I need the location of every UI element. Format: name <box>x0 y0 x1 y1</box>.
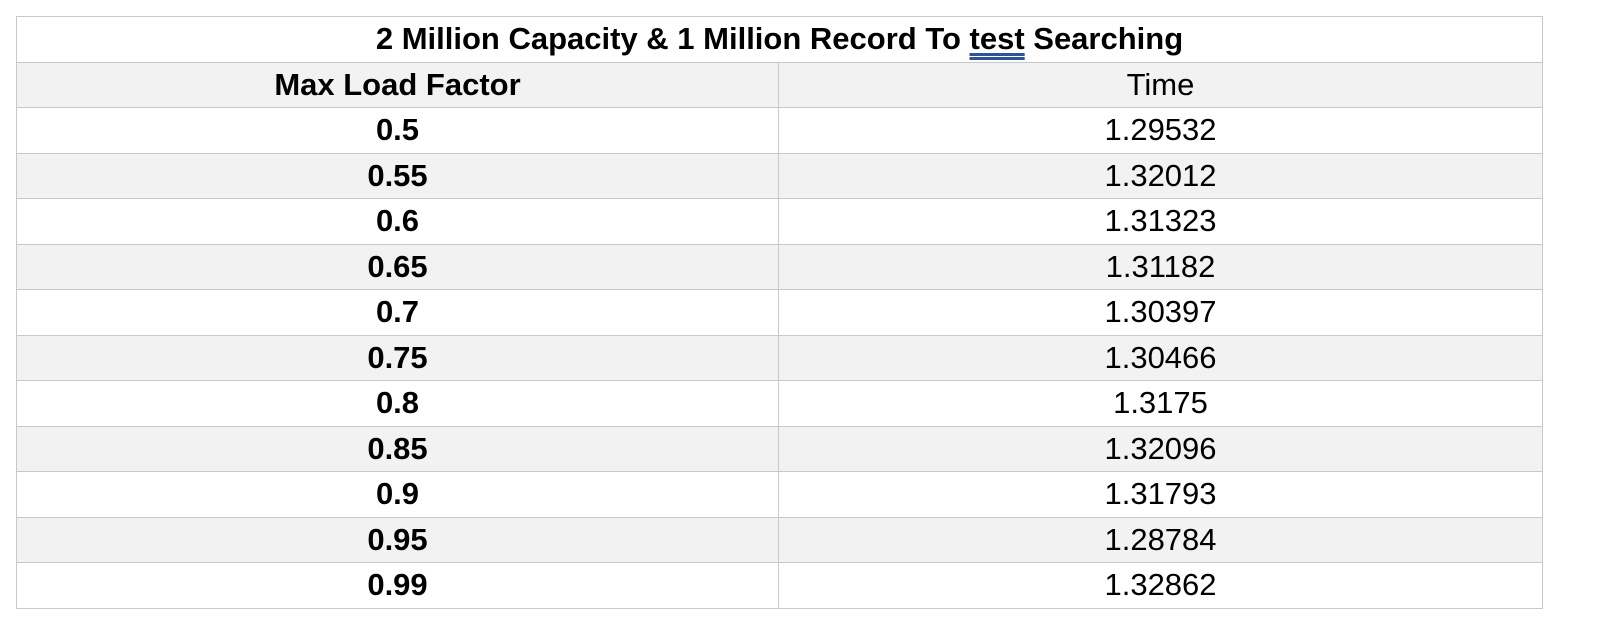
title-part-3: Searching <box>1024 21 1184 57</box>
table-row: 0.85 1.32096 <box>16 425 1543 472</box>
table-row: 0.9 1.31793 <box>16 471 1543 518</box>
table-row: 0.8 1.3175 <box>16 380 1543 427</box>
cell-max-load-factor: 0.75 <box>16 334 779 381</box>
cell-max-load-factor: 0.95 <box>16 516 779 563</box>
cell-time: 1.31323 <box>778 198 1543 245</box>
cell-max-load-factor: 0.55 <box>16 152 779 199</box>
cell-time: 1.29532 <box>778 107 1543 154</box>
table-row: 0.55 1.32012 <box>16 152 1543 199</box>
cell-time: 1.28784 <box>778 516 1543 563</box>
table-row: 0.75 1.30466 <box>16 334 1543 381</box>
cell-max-load-factor: 0.8 <box>16 380 779 427</box>
results-table-container: 2 Million Capacity & 1 Million Record To… <box>16 16 1543 609</box>
cell-max-load-factor: 0.65 <box>16 243 779 290</box>
table-title: 2 Million Capacity & 1 Million Record To… <box>16 16 1543 63</box>
cell-time: 1.3175 <box>778 380 1543 427</box>
column-header-max-load-factor: Max Load Factor <box>16 61 779 108</box>
table-row: 0.95 1.28784 <box>16 516 1543 563</box>
cell-time: 1.32862 <box>778 562 1543 609</box>
table-row: 0.7 1.30397 <box>16 289 1543 336</box>
table-row: 0.5 1.29532 <box>16 107 1543 154</box>
cell-max-load-factor: 0.6 <box>16 198 779 245</box>
cell-max-load-factor: 0.5 <box>16 107 779 154</box>
cell-max-load-factor: 0.7 <box>16 289 779 336</box>
table-row: 0.65 1.31182 <box>16 243 1543 290</box>
cell-max-load-factor: 0.99 <box>16 562 779 609</box>
results-table: 2 Million Capacity & 1 Million Record To… <box>16 16 1543 609</box>
cell-max-load-factor: 0.9 <box>16 471 779 518</box>
cell-max-load-factor: 0.85 <box>16 425 779 472</box>
cell-time: 1.30466 <box>778 334 1543 381</box>
cell-time: 1.31182 <box>778 243 1543 290</box>
title-part-1: 2 Million Capacity & 1 Million Record To <box>375 21 970 57</box>
table-row: 0.6 1.31323 <box>16 198 1543 245</box>
cell-time: 1.31793 <box>778 471 1543 518</box>
cell-time: 1.32012 <box>778 152 1543 199</box>
cell-time: 1.32096 <box>778 425 1543 472</box>
table-body: 0.5 1.29532 0.55 1.32012 0.6 1.31323 0.65 1.311… <box>16 107 1543 609</box>
table-row: 0.99 1.32862 <box>16 562 1543 609</box>
column-header-time: Time <box>778 61 1543 108</box>
header-row: Max Load Factor Time <box>16 61 1543 108</box>
title-part-2: test <box>969 21 1025 57</box>
cell-time: 1.30397 <box>778 289 1543 336</box>
title-row: 2 Million Capacity & 1 Million Record To… <box>16 16 1543 63</box>
